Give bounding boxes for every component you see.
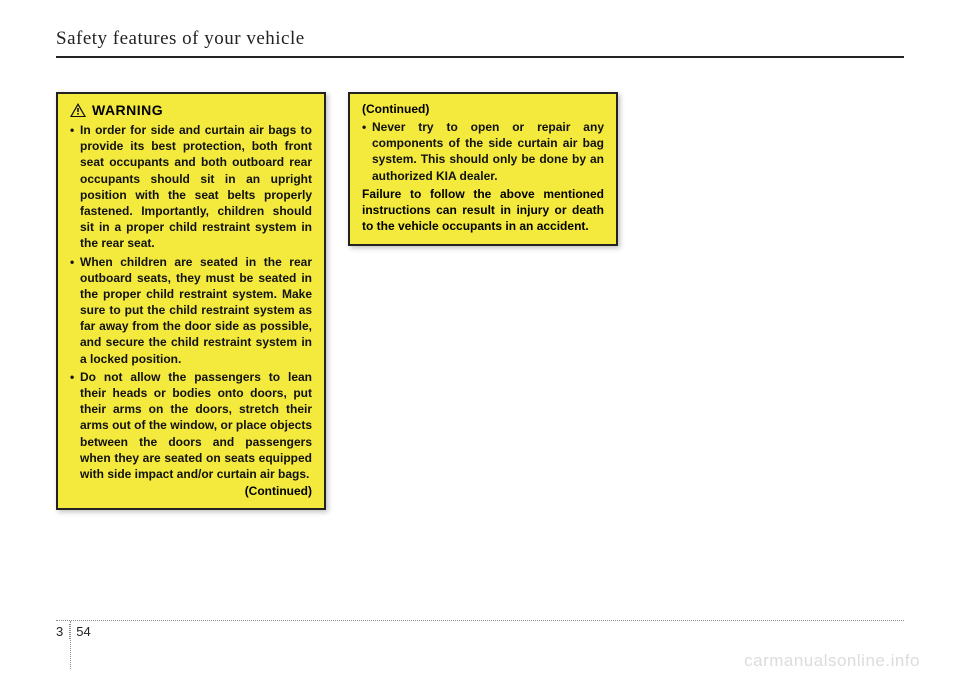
warning-list-left: In order for side and curtain air bags t… — [70, 122, 312, 482]
warning-failure-text: Failure to follow the above mentioned in… — [362, 186, 604, 235]
page-footer: 3 54 — [56, 624, 91, 639]
page-container: Safety features of your vehicle WARNING … — [0, 0, 960, 689]
page-number-box: 3 54 — [56, 624, 91, 639]
warning-header: WARNING — [70, 102, 312, 118]
content-columns: WARNING In order for side and curtain ai… — [56, 92, 904, 510]
watermark-text: carmanualsonline.info — [744, 651, 920, 671]
warning-item: In order for side and curtain air bags t… — [70, 122, 312, 252]
continued-label-top: (Continued) — [362, 102, 604, 116]
continued-label-bottom: (Continued) — [70, 484, 312, 498]
warning-item: Do not allow the passengers to lean thei… — [70, 369, 312, 482]
warning-item: Never try to open or repair any componen… — [362, 119, 604, 184]
page-header-title: Safety features of your vehicle — [56, 28, 904, 50]
warning-triangle-icon — [70, 103, 86, 117]
chapter-number: 3 — [56, 624, 70, 639]
warning-item: When children are seated in the rear out… — [70, 254, 312, 367]
warning-box-right: (Continued) Never try to open or repair … — [348, 92, 618, 246]
page-number: 54 — [70, 624, 90, 639]
footer-vertical-dotted — [70, 621, 71, 669]
footer-dotted-line — [56, 620, 904, 621]
warning-list-right: Never try to open or repair any componen… — [362, 119, 604, 184]
warning-title: WARNING — [92, 102, 163, 118]
header-rule — [56, 56, 904, 58]
warning-box-left: WARNING In order for side and curtain ai… — [56, 92, 326, 510]
